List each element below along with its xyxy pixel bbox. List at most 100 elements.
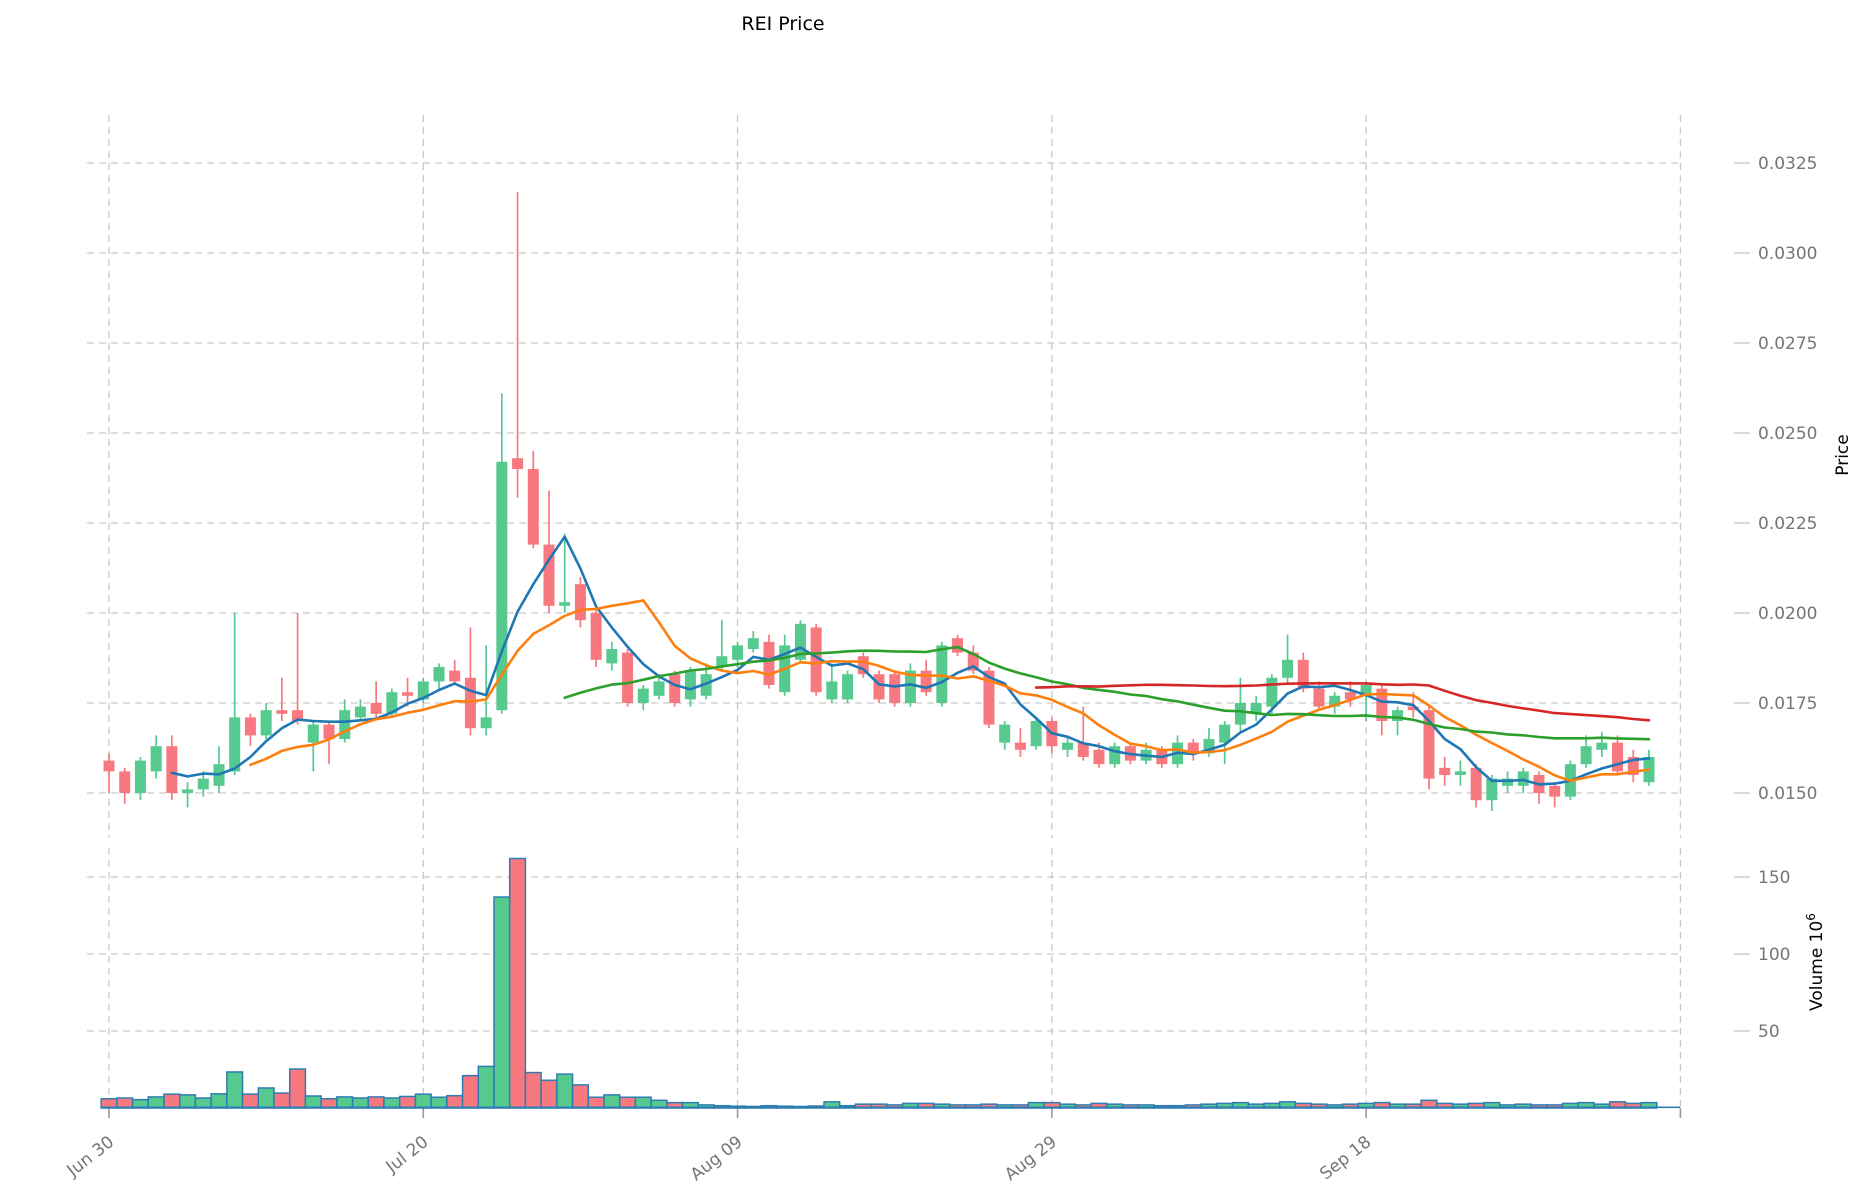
candle-body: [1030, 721, 1042, 747]
volume-bar: [398, 1095, 417, 1109]
candle: [276, 677, 288, 721]
volume-bar: [508, 857, 527, 1109]
candle: [1643, 749, 1655, 786]
candle-body: [386, 692, 398, 714]
candle: [1329, 692, 1341, 714]
candle-body: [842, 674, 854, 700]
candle: [637, 685, 649, 711]
volume-axis-ticks: 50 100 150: [1734, 868, 1790, 1042]
candle-body: [1203, 739, 1215, 754]
candle-body: [1549, 785, 1561, 797]
candle-body: [1486, 778, 1498, 801]
candle: [747, 631, 759, 653]
candle: [1282, 634, 1294, 685]
volume-bar: [147, 1096, 165, 1109]
candle-body: [1219, 724, 1231, 743]
candle: [842, 670, 854, 703]
ma-line-sma30: [563, 645, 1651, 741]
candle: [1077, 706, 1089, 761]
volume-bar: [304, 1095, 322, 1109]
candle-body: [543, 544, 555, 606]
candle-body: [559, 602, 571, 606]
candle: [1439, 757, 1451, 786]
candle: [119, 767, 131, 804]
volume-bar: [556, 1073, 574, 1109]
candle-body: [1454, 771, 1466, 775]
candle-body: [150, 746, 162, 772]
candle-body: [1014, 742, 1026, 750]
candle-body: [1266, 677, 1278, 707]
volume-bar: [603, 1094, 621, 1109]
volume-bar: [336, 1096, 354, 1109]
volume-bar: [351, 1097, 370, 1109]
candle-body: [307, 724, 319, 743]
volume-bar: [430, 1096, 448, 1109]
candle: [150, 735, 162, 779]
candle-body: [1627, 757, 1639, 775]
chart-title: REI Price: [741, 13, 824, 35]
volume-bar: [414, 1093, 432, 1109]
candle-body: [1470, 767, 1482, 801]
candle-body: [323, 724, 335, 739]
candle-body: [480, 717, 492, 729]
date-tick-label: Jul 20: [382, 1132, 433, 1178]
candle: [1250, 695, 1262, 721]
volume-axis-label-exponent: 6: [1804, 913, 1818, 921]
candle-body: [747, 638, 759, 649]
candle: [1612, 735, 1624, 775]
volume-axis-label: Volume 106: [1804, 913, 1827, 1011]
volume-bar: [163, 1093, 181, 1109]
volume-tick-label: 50: [1758, 1022, 1780, 1042]
candle-body: [1329, 695, 1341, 707]
candle-body: [1250, 703, 1262, 714]
volume-bar: [226, 1071, 244, 1109]
gridlines: [87, 115, 1682, 1108]
candle: [1014, 728, 1026, 757]
candle: [1423, 706, 1435, 790]
candle-body: [1439, 767, 1451, 775]
candle: [370, 681, 382, 718]
candle-body: [166, 746, 178, 793]
candle: [653, 674, 665, 700]
candle-body: [370, 703, 382, 714]
volume-bar: [288, 1068, 307, 1109]
candle: [622, 649, 634, 707]
volume-bar: [383, 1097, 401, 1109]
candle-body: [889, 674, 901, 703]
price-axis-ticks: 0.0150 0.0175 0.0200 0.0225 0.0250 0.0275 0.03…: [1734, 154, 1817, 804]
candle: [527, 451, 539, 549]
candle-body: [1360, 685, 1372, 696]
price-tick-label: 0.0150: [1758, 784, 1817, 804]
candle-body: [1580, 746, 1592, 765]
candle: [574, 577, 586, 628]
candle-body: [1596, 742, 1608, 750]
price-tick-label: 0.0175: [1758, 694, 1817, 714]
volume-bars: [100, 857, 1680, 1109]
candle-body: [669, 674, 681, 703]
date-tick-label: Sep 18: [1316, 1132, 1375, 1184]
candle-body: [464, 677, 476, 729]
candle-body: [512, 458, 524, 469]
candle: [496, 393, 508, 714]
candle: [732, 641, 744, 667]
volume-bar: [493, 896, 511, 1109]
volume-bar: [257, 1087, 275, 1109]
candle: [857, 652, 869, 678]
volume-bar: [571, 1084, 590, 1109]
candle-body: [1392, 710, 1404, 721]
price-axis-label: Price: [1833, 434, 1853, 475]
volume-bar: [461, 1074, 480, 1109]
candle-body: [1407, 706, 1419, 711]
volume-bar: [273, 1092, 291, 1109]
candle: [1062, 735, 1074, 757]
candle-body: [1282, 659, 1294, 678]
date-tick-label: Aug 09: [687, 1132, 747, 1185]
candle-body: [354, 706, 366, 718]
candle: [103, 753, 115, 793]
candle-body: [1517, 771, 1529, 786]
candle-body: [873, 674, 885, 700]
candle-body: [810, 627, 822, 693]
candle-body: [1109, 746, 1121, 765]
candle-body: [276, 710, 288, 714]
